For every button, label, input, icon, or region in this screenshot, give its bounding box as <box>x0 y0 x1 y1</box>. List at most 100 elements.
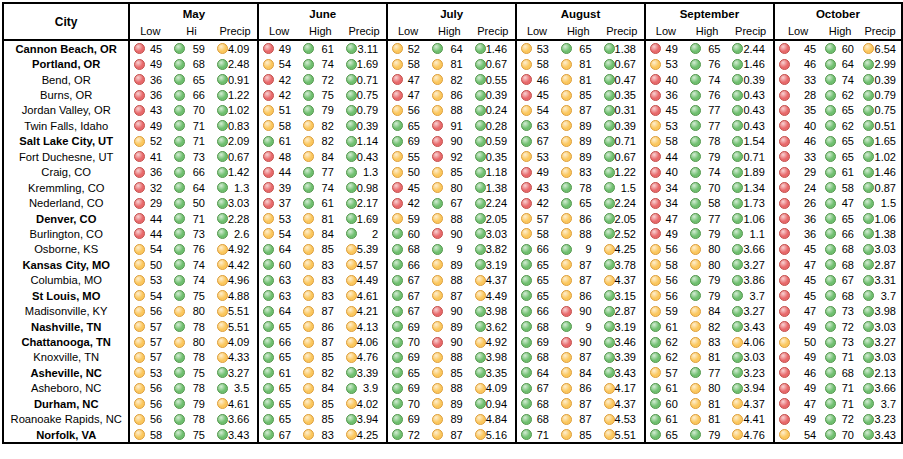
cell-low[interactable]: 63 <box>516 118 557 133</box>
cell-low[interactable]: 71 <box>516 427 557 443</box>
cell-low[interactable]: 53 <box>129 273 170 288</box>
cell-precip[interactable]: 1.73 <box>728 195 773 210</box>
cell-low[interactable]: 37 <box>258 195 299 210</box>
cell-precip[interactable]: 5.51 <box>213 303 258 318</box>
cell-high[interactable]: 71 <box>170 211 213 226</box>
cell-low[interactable]: 49 <box>258 40 299 56</box>
cell-low[interactable]: 49 <box>774 412 821 427</box>
cell-low[interactable]: 47 <box>774 303 821 318</box>
cell-precip[interactable]: 3.46 <box>600 334 645 349</box>
cell-high[interactable]: 89 <box>428 257 471 272</box>
cell-precip[interactable]: 4.37 <box>600 273 645 288</box>
cell-low[interactable]: 64 <box>258 303 299 318</box>
cell-precip[interactable]: 1.5 <box>859 195 902 210</box>
cell-precip[interactable]: 3.7 <box>859 396 902 411</box>
cell-precip[interactable]: 0.94 <box>471 396 516 411</box>
cell-high[interactable]: 68 <box>821 257 859 272</box>
cell-precip[interactable]: 0.71 <box>728 149 773 164</box>
cell-precip[interactable]: 3.9 <box>342 381 387 396</box>
cell-low[interactable]: 42 <box>387 195 428 210</box>
month-header-june[interactable]: June <box>258 3 387 23</box>
cell-precip[interactable]: 4.61 <box>213 396 258 411</box>
cell-high[interactable]: 65 <box>821 149 859 164</box>
city-cell[interactable]: Osborne, KS <box>3 242 129 257</box>
cell-precip[interactable]: 3.43 <box>728 319 773 334</box>
city-cell[interactable]: Madisonville, KY <box>3 303 129 318</box>
cell-high[interactable]: 90 <box>557 303 600 318</box>
cell-precip[interactable]: 3.27 <box>859 334 902 349</box>
city-cell[interactable]: Cannon Beach, OR <box>3 40 129 56</box>
cell-precip[interactable]: 3.94 <box>342 412 387 427</box>
cell-high[interactable]: 88 <box>428 103 471 118</box>
cell-high[interactable]: 88 <box>428 211 471 226</box>
cell-high[interactable]: 9 <box>428 242 471 257</box>
cell-precip[interactable]: 1.06 <box>859 211 902 226</box>
cell-low[interactable]: 54 <box>129 242 170 257</box>
cell-high[interactable]: 9 <box>557 242 600 257</box>
cell-low[interactable]: 33 <box>774 149 821 164</box>
cell-high[interactable]: 91 <box>428 118 471 133</box>
cell-low[interactable]: 57 <box>645 365 686 380</box>
cell-low[interactable]: 46 <box>774 365 821 380</box>
cell-precip[interactable]: 3.66 <box>213 412 258 427</box>
cell-low[interactable]: 65 <box>258 350 299 365</box>
cell-low[interactable]: 57 <box>516 211 557 226</box>
cell-low[interactable]: 69 <box>387 381 428 396</box>
cell-low[interactable]: 45 <box>645 103 686 118</box>
cell-low[interactable]: 52 <box>129 134 170 149</box>
cell-high[interactable]: 71 <box>821 381 859 396</box>
cell-high[interactable]: 78 <box>170 412 213 427</box>
cell-precip[interactable]: 3.23 <box>859 412 902 427</box>
cell-precip[interactable]: 3.03 <box>213 195 258 210</box>
cell-precip[interactable]: 3.03 <box>471 226 516 241</box>
cell-low[interactable]: 61 <box>645 412 686 427</box>
city-cell[interactable]: Bend, OR <box>3 72 129 87</box>
cell-high[interactable]: 71 <box>170 118 213 133</box>
cell-precip[interactable]: 0.39 <box>859 72 902 87</box>
city-cell[interactable]: St Louis, MO <box>3 288 129 303</box>
cell-high[interactable]: 79 <box>299 103 342 118</box>
cell-precip[interactable]: 1.38 <box>600 40 645 56</box>
cell-precip[interactable]: 1.65 <box>859 134 902 149</box>
cell-low[interactable]: 34 <box>645 195 686 210</box>
cell-low[interactable]: 40 <box>645 165 686 180</box>
cell-high[interactable]: 65 <box>557 195 600 210</box>
cell-precip[interactable]: 1.22 <box>600 165 645 180</box>
cell-precip[interactable]: 4.17 <box>600 381 645 396</box>
cell-precip[interactable]: 0.43 <box>728 103 773 118</box>
cell-high[interactable]: 79 <box>170 396 213 411</box>
cell-precip[interactable]: 3.43 <box>859 427 902 443</box>
cell-precip[interactable]: 3.86 <box>728 273 773 288</box>
cell-high[interactable]: 84 <box>299 226 342 241</box>
cell-high[interactable]: 64 <box>170 180 213 195</box>
cell-precip[interactable]: 0.71 <box>600 134 645 149</box>
cell-low[interactable]: 47 <box>774 257 821 272</box>
cell-high[interactable]: 89 <box>557 118 600 133</box>
cell-high[interactable]: 76 <box>686 87 729 102</box>
cell-precip[interactable]: 1.14 <box>342 134 387 149</box>
cell-low[interactable]: 54 <box>258 226 299 241</box>
cell-low[interactable]: 69 <box>516 334 557 349</box>
cell-low[interactable]: 65 <box>516 257 557 272</box>
cell-low[interactable]: 47 <box>774 396 821 411</box>
cell-precip[interactable]: 3.27 <box>728 303 773 318</box>
cell-low[interactable]: 45 <box>774 273 821 288</box>
cell-low[interactable]: 53 <box>645 118 686 133</box>
cell-precip[interactable]: 3.03 <box>859 319 902 334</box>
city-cell[interactable]: Chattanooga, TN <box>3 334 129 349</box>
city-cell[interactable]: Twin Falls, Idaho <box>3 118 129 133</box>
cell-low[interactable]: 54 <box>516 103 557 118</box>
cell-precip[interactable]: 0.28 <box>471 118 516 133</box>
cell-high[interactable]: 58 <box>821 180 859 195</box>
subheader-low[interactable]: Low <box>516 23 557 40</box>
cell-high[interactable]: 71 <box>821 350 859 365</box>
cell-low[interactable]: 56 <box>129 396 170 411</box>
cell-low[interactable]: 51 <box>258 103 299 118</box>
cell-high[interactable]: 71 <box>821 396 859 411</box>
cell-low[interactable]: 46 <box>774 134 821 149</box>
cell-high[interactable]: 86 <box>557 381 600 396</box>
cell-high[interactable]: 79 <box>686 273 729 288</box>
cell-low[interactable]: 49 <box>774 319 821 334</box>
cell-precip[interactable]: 4.41 <box>728 412 773 427</box>
cell-high[interactable]: 70 <box>821 427 859 443</box>
